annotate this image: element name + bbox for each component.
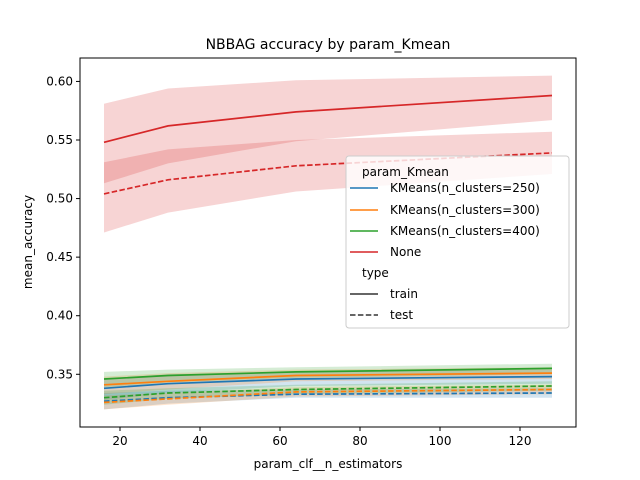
x-tick-label: 80 [352,434,367,448]
axes-frame [79,57,577,428]
x-tick-label: 60 [272,434,287,448]
x-tick-label: 100 [429,434,452,448]
x-tick-label: 40 [192,434,207,448]
legend: param_Kmean KMeans(n_clusters=250) KMean… [345,155,570,329]
legend-label-kmeans-400: KMeans(n_clusters=400) [390,224,540,238]
legend-label-train: train [390,287,418,301]
y-tick-label: 0.45 [46,250,73,264]
y-tick-label: 0.55 [46,133,73,147]
legend-hue-title: param_Kmean [362,165,449,179]
x-axis: 20 40 60 80 100 120 [112,427,531,448]
chart-title: NBBAG accuracy by param_Kmean [206,37,451,53]
series-line-none-train [103,94,553,144]
x-tick-label: 20 [112,434,127,448]
x-tick-label: 120 [509,434,532,448]
legend-label-test: test [390,308,413,322]
series-line-none-test [103,152,553,195]
legend-label-kmeans-250: KMeans(n_clusters=250) [390,181,540,195]
series-line-kmeans-n-clusters-400-train [103,367,553,380]
y-tick-label: 0.35 [46,367,73,381]
legend-style-title: type [362,266,389,280]
legend-box [345,155,570,329]
legend-label-kmeans-300: KMeans(n_clusters=300) [390,203,540,217]
y-tick-label: 0.50 [46,192,73,206]
x-axis-label: param_clf__n_estimators [254,457,403,471]
legend-label-none: None [390,245,421,259]
y-tick-label: 0.40 [46,309,73,323]
y-tick-label: 0.60 [46,74,73,88]
series-line-kmeans-n-clusters-400-test [103,385,553,399]
series-line-kmeans-n-clusters-300-train [103,372,553,386]
series-lines [103,94,553,404]
series-line-kmeans-n-clusters-300-test [103,388,553,404]
series-line-kmeans-n-clusters-250-train [103,375,553,390]
y-axis: 0.35 0.40 0.45 0.50 0.55 0.60 [46,74,80,381]
y-axis-label: mean_accuracy [21,195,35,289]
